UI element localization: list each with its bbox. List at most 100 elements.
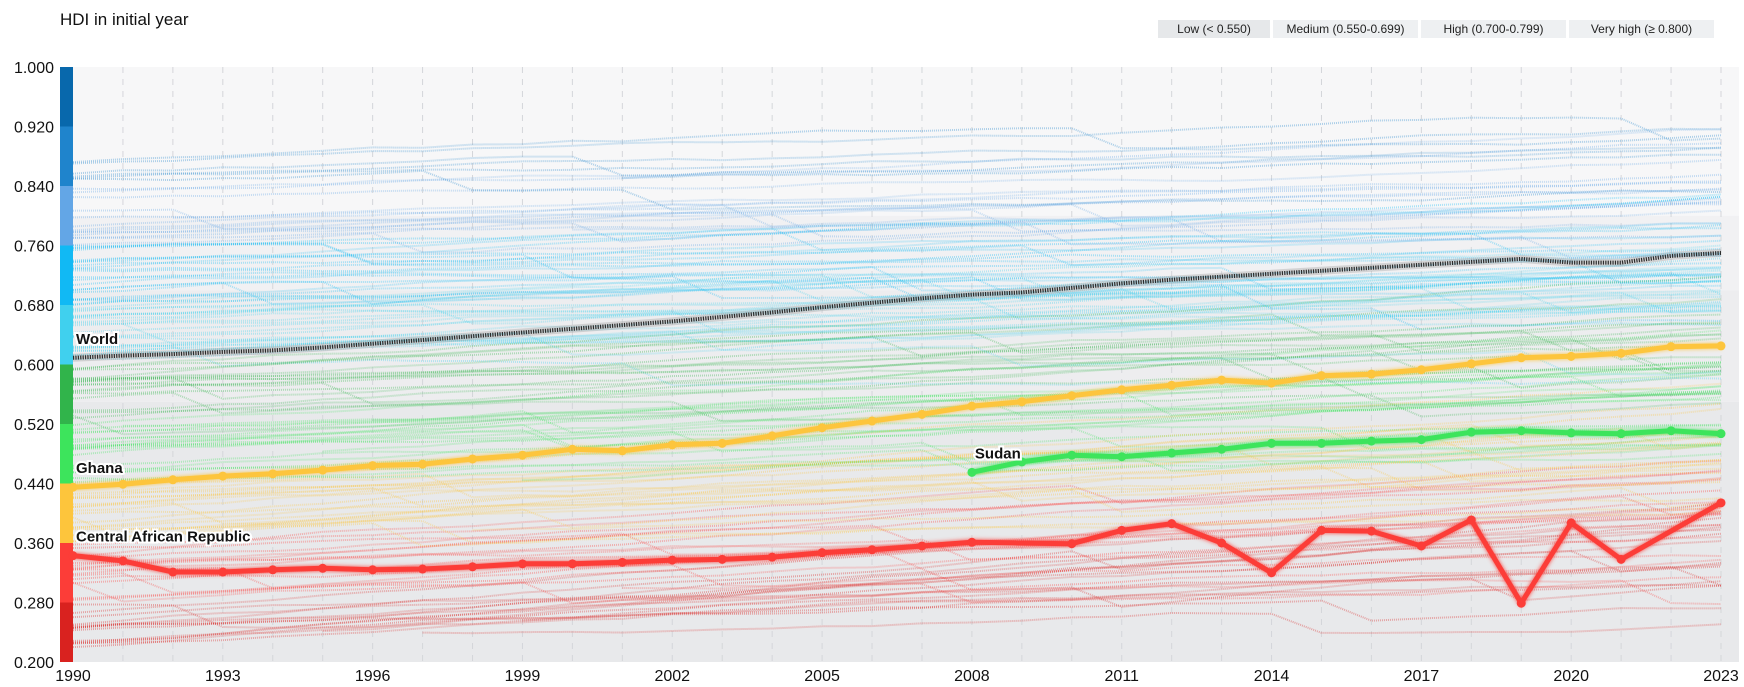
x-tick-label: 2023 — [1703, 668, 1739, 685]
country-line — [72, 243, 1722, 267]
data-point — [1117, 385, 1127, 395]
country-line — [72, 279, 1722, 318]
data-point — [1516, 353, 1526, 363]
country-line — [72, 506, 1722, 548]
data-point — [1716, 498, 1726, 508]
country-line — [72, 329, 1722, 427]
country-line — [72, 306, 1722, 349]
country-line — [72, 239, 1722, 306]
country-line — [72, 489, 1722, 601]
country-line — [72, 274, 1722, 303]
country-line — [72, 257, 1722, 319]
country-line — [72, 321, 1722, 383]
data-point — [1267, 378, 1277, 388]
highlighted-series — [68, 248, 1726, 608]
data-point — [567, 444, 577, 454]
data-point — [967, 467, 977, 477]
country-line — [72, 391, 1722, 431]
country-line — [72, 303, 1722, 361]
country-line — [72, 345, 1722, 386]
background-band — [73, 215, 1739, 291]
series-labels: World Ghana Sudan Central African Republic — [74, 329, 1023, 548]
y-tick-label: 0.760 — [14, 239, 54, 256]
country-line — [622, 576, 1722, 604]
data-point — [1366, 369, 1376, 379]
country-line — [72, 193, 1722, 248]
data-point — [468, 562, 478, 572]
data-point — [268, 565, 278, 575]
y-tick-label: 0.520 — [14, 417, 54, 434]
data-point — [1416, 365, 1426, 375]
data-point — [1516, 598, 1526, 608]
country-line — [72, 470, 1722, 571]
data-point — [1566, 428, 1576, 438]
data-point — [1466, 359, 1476, 369]
country-line — [72, 362, 1722, 435]
data-point — [917, 409, 927, 419]
country-line — [72, 142, 1722, 191]
data-point — [867, 416, 877, 426]
country-line — [72, 526, 1722, 649]
data-point — [667, 440, 677, 450]
x-tick-label: 1990 — [55, 668, 91, 685]
country-line — [72, 268, 1722, 317]
data-point — [1017, 397, 1027, 407]
country-line — [322, 565, 1722, 633]
country-line — [72, 365, 1722, 436]
country-line — [72, 231, 1722, 267]
data-point — [68, 482, 78, 492]
country-line — [72, 580, 1722, 644]
background-band — [73, 67, 1739, 216]
country-line — [72, 460, 1722, 558]
data-point — [118, 556, 128, 566]
data-point — [1067, 539, 1077, 549]
country-line — [72, 269, 1722, 338]
y-tick-label: 0.840 — [14, 179, 54, 196]
data-point — [68, 551, 78, 561]
x-tick-label: 2011 — [1105, 668, 1140, 685]
data-point — [1566, 518, 1576, 528]
legend-button-medium[interactable]: Medium (0.550-0.699) — [1273, 20, 1418, 38]
x-tick-label: 2005 — [804, 668, 840, 685]
country-line — [72, 357, 1722, 383]
data-point — [917, 541, 927, 551]
data-point — [418, 459, 428, 469]
country-line — [72, 558, 1722, 605]
country-line — [472, 497, 1722, 532]
country-line — [72, 188, 1722, 239]
country-line — [72, 352, 1722, 381]
legend-button-low[interactable]: Low (< 0.550) — [1158, 20, 1270, 38]
country-line — [72, 343, 1722, 387]
data-point — [1666, 342, 1676, 352]
country-line — [572, 513, 1722, 567]
data-point — [767, 431, 777, 441]
country-line — [522, 565, 1722, 622]
country-line — [72, 390, 1722, 457]
x-tick-label: 1993 — [205, 668, 241, 685]
country-line — [72, 200, 1722, 254]
country-line — [72, 429, 1722, 529]
background-bands — [73, 67, 1739, 662]
country-line — [73, 266, 1722, 284]
country-line — [122, 429, 1722, 492]
country-line — [72, 134, 1722, 178]
country-line — [72, 376, 1722, 414]
data-point — [1217, 444, 1227, 454]
data-point — [1616, 554, 1626, 564]
data-point — [867, 545, 877, 555]
country-line — [622, 153, 1721, 180]
country-line — [72, 477, 1722, 575]
country-line — [72, 536, 1722, 569]
data-point — [1616, 348, 1626, 358]
data-point — [767, 552, 777, 562]
series-label: Ghana — [76, 460, 123, 477]
country-line — [72, 382, 1722, 485]
country-line — [72, 407, 1722, 524]
country-line — [72, 353, 1722, 395]
legend-button-very-high[interactable]: Very high (≥ 0.800) — [1569, 20, 1714, 38]
country-line — [372, 394, 1722, 422]
country-line — [72, 430, 1722, 464]
y-tick-label: 0.200 — [14, 655, 54, 672]
legend-button-high[interactable]: High (0.700-0.799) — [1421, 20, 1566, 38]
color-scale-segment — [60, 126, 73, 186]
